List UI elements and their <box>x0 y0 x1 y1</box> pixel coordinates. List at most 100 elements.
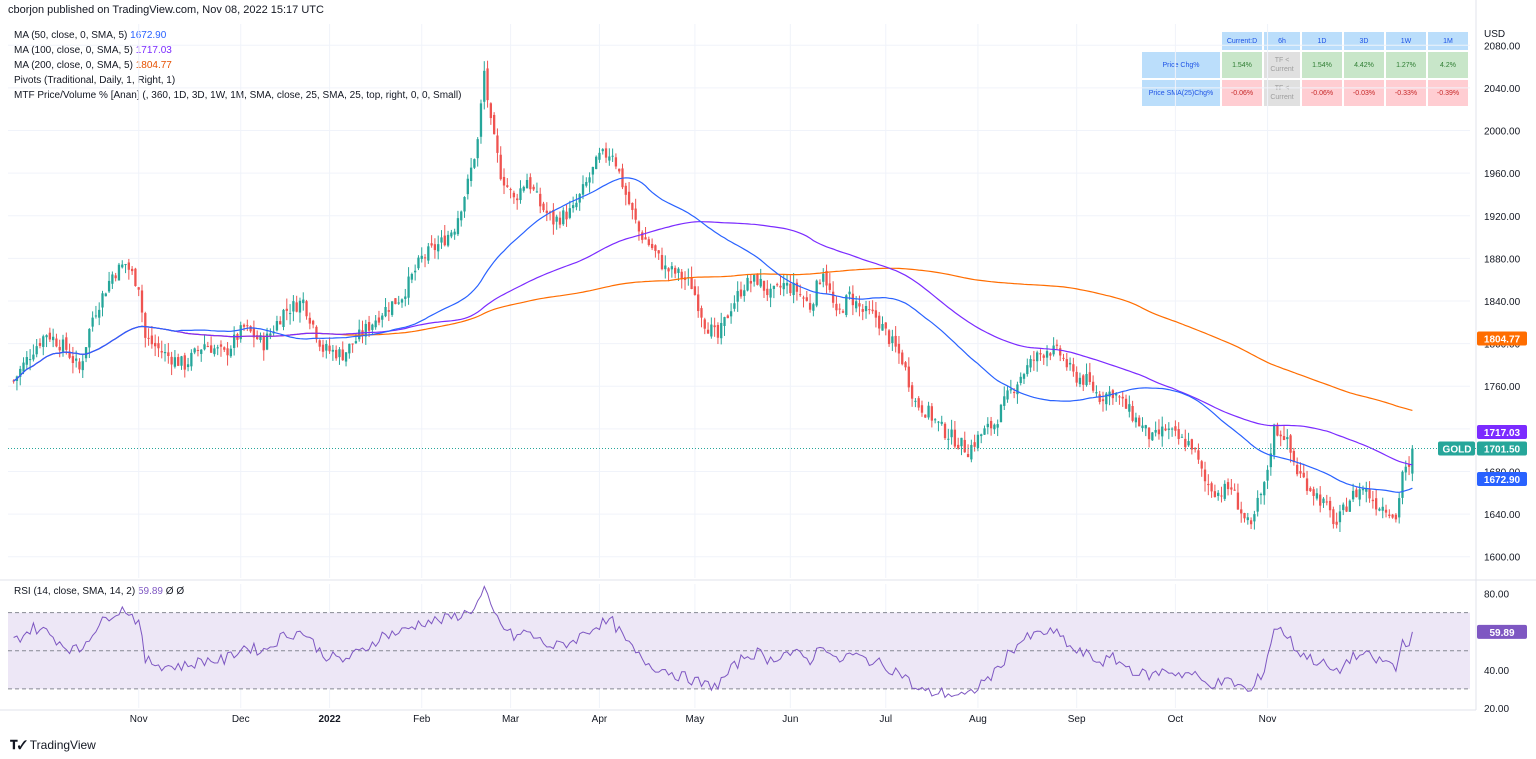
candle-body <box>147 337 150 339</box>
candle-body <box>374 320 377 328</box>
candle-body <box>1243 513 1246 519</box>
candle-body <box>1062 357 1065 359</box>
legend-ma200-label: MA (200, close, 0, SMA, 5) <box>14 60 133 71</box>
candle-body <box>1328 500 1332 511</box>
candle-body <box>881 323 884 331</box>
candle-body <box>1138 417 1141 427</box>
candle-body <box>144 313 147 338</box>
candle-body <box>654 245 657 251</box>
candle-body <box>1151 432 1154 441</box>
candle-body <box>305 301 308 317</box>
candle-body <box>91 317 94 327</box>
candle-body <box>970 444 973 460</box>
price-tick-label: 2000.00 <box>1484 127 1521 138</box>
candle-body <box>904 362 907 368</box>
candle-body <box>1312 489 1315 496</box>
candle-body <box>130 268 134 272</box>
candle-body <box>55 338 58 347</box>
candle-body <box>953 429 957 447</box>
tradingview-footer[interactable]: 𝐓✓ TradingView <box>10 738 96 753</box>
candle-body <box>1269 453 1272 468</box>
last-price-badge-bg <box>1477 441 1527 456</box>
candle-body <box>818 282 822 285</box>
candle-body <box>1322 498 1325 504</box>
candle-body <box>1197 450 1200 460</box>
candle-body <box>226 348 229 356</box>
candle-body <box>384 306 387 317</box>
candle-body <box>321 344 325 352</box>
mtf-row-label: Price SMA(25)Chg% <box>1142 80 1220 106</box>
candle-body <box>1286 437 1289 440</box>
candle-body <box>697 294 700 312</box>
gold-price-chart[interactable]: 1600.001640.001680.001720.001760.001800.… <box>0 0 1536 735</box>
legend-pivots[interactable]: Pivots (Traditional, Daily, 1, Right, 1) <box>14 73 461 88</box>
candle-body <box>986 423 989 428</box>
candle-body <box>410 273 414 280</box>
candle-body <box>437 244 440 252</box>
candle-body <box>325 344 328 351</box>
time-tick-label: Sep <box>1068 714 1086 725</box>
candle-body <box>1091 381 1095 391</box>
candle-body <box>555 216 558 222</box>
mtf-cell: TF < Current <box>1264 80 1300 106</box>
candle-body <box>1226 482 1230 490</box>
candle-body <box>387 310 390 312</box>
legend-ma50[interactable]: MA (50, close, 0, SMA, 5) 1672.90 <box>14 28 461 43</box>
footer-brand: TradingView <box>29 738 96 752</box>
candle-body <box>177 357 180 366</box>
candle-body <box>1085 374 1088 386</box>
candle-body <box>749 280 752 284</box>
candle-body <box>835 303 838 311</box>
rsi-legend[interactable]: RSI (14, close, SMA, 14, 2) 59.89 Ø Ø <box>14 586 184 597</box>
candle-body <box>358 329 361 340</box>
candle-body <box>84 347 88 359</box>
candle-body <box>61 339 65 352</box>
candle-body <box>611 155 614 157</box>
legend-mtf[interactable]: MTF Price/Volume % [Anan] (, 360, 1D, 3D… <box>14 88 461 103</box>
candle-body <box>140 290 144 313</box>
candle-body <box>348 343 351 354</box>
ma200-line <box>13 267 1413 411</box>
candle-body <box>390 301 394 315</box>
candle-body <box>223 347 226 350</box>
candle-body <box>213 348 216 355</box>
candle-body <box>1230 487 1233 490</box>
candle-body <box>420 255 423 259</box>
candle-body <box>1296 464 1299 475</box>
candle-body <box>200 349 203 354</box>
candle-body <box>723 317 726 326</box>
candle-body <box>262 336 265 351</box>
time-tick-label: Mar <box>502 714 520 725</box>
candle-body <box>183 355 186 370</box>
candle-body <box>562 210 565 225</box>
last-price-badge: 1701.50 <box>1484 445 1521 456</box>
candle-body <box>443 235 446 246</box>
candle-body <box>163 351 167 354</box>
candle-body <box>963 439 966 453</box>
candle-body <box>1124 398 1128 409</box>
candle-body <box>154 342 157 347</box>
candle-body <box>980 434 983 437</box>
candle-body <box>114 275 117 279</box>
rsi-tick-label: 40.00 <box>1484 666 1509 677</box>
candle-body <box>1012 392 1016 394</box>
candle-body <box>641 232 644 240</box>
mtf-cell: -0.33% <box>1386 80 1426 106</box>
candle-body <box>38 343 42 346</box>
indicator-legend: MA (50, close, 0, SMA, 5) 1672.90 MA (10… <box>14 28 461 103</box>
candle-body <box>792 282 795 296</box>
candle-body <box>937 421 940 423</box>
legend-ma200[interactable]: MA (200, close, 0, SMA, 5) 1804.77 <box>14 58 461 73</box>
candle-body <box>249 326 252 332</box>
candle-body <box>367 322 371 331</box>
candle-body <box>25 357 28 365</box>
candle-body <box>1299 471 1302 474</box>
candle-body <box>285 308 288 311</box>
candle-body <box>864 306 868 312</box>
candle-body <box>762 280 766 291</box>
legend-ma100[interactable]: MA (100, close, 0, SMA, 5) 1717.03 <box>14 43 461 58</box>
candle-body <box>45 335 48 338</box>
candle-body <box>927 405 930 418</box>
mtf-cell: -0.03% <box>1344 80 1384 106</box>
candle-body <box>469 167 473 181</box>
